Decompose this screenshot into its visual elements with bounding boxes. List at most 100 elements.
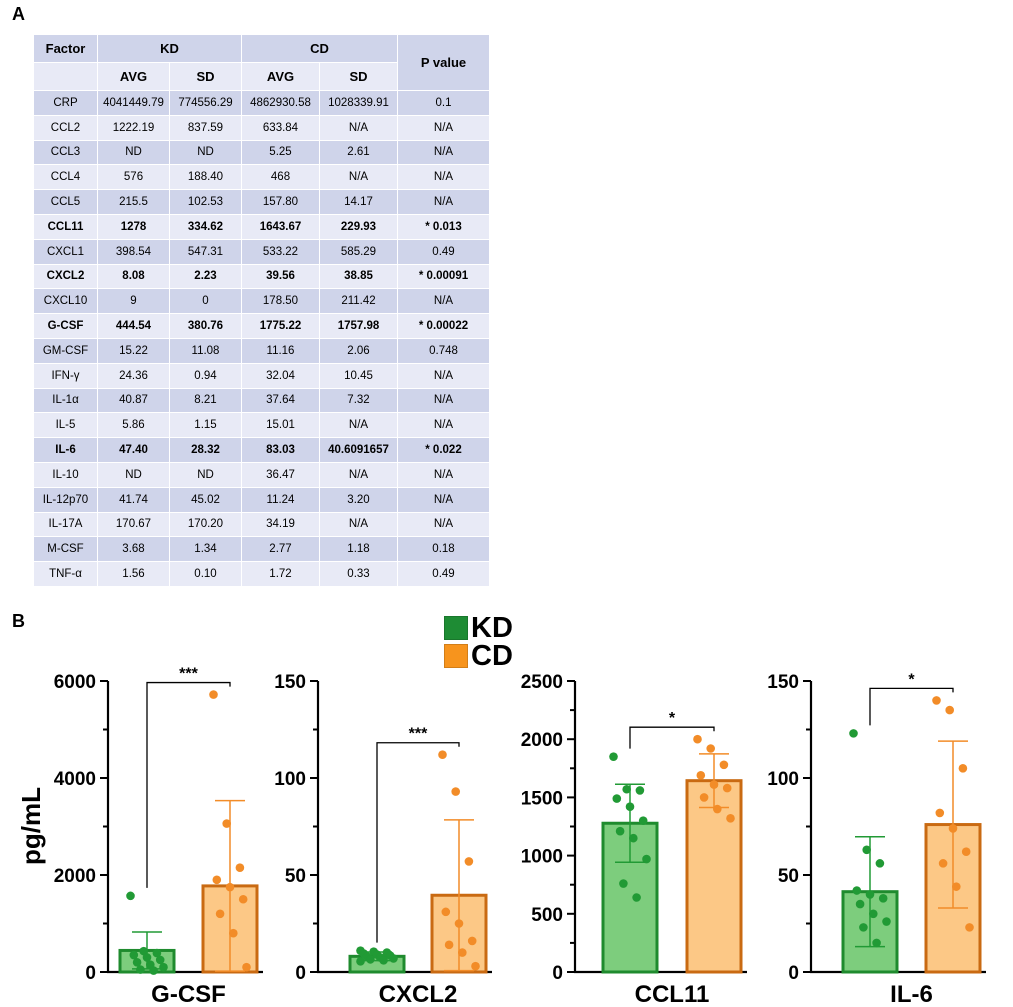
cell-cd-avg: 157.80 <box>241 189 320 215</box>
significance-label: * <box>669 710 676 727</box>
cell-cd-sd: 3.20 <box>319 486 398 513</box>
cell-cd-avg: 5.25 <box>241 139 320 166</box>
cell-factor: CXCL10 <box>33 288 98 315</box>
x-axis-label: G-CSF <box>151 981 226 1007</box>
data-point <box>142 953 152 962</box>
data-point <box>389 954 398 963</box>
legend-swatch-kd <box>444 616 468 640</box>
data-point <box>948 824 958 833</box>
header-pvalue: P value <box>397 34 490 91</box>
data-point <box>719 760 729 770</box>
y-tick-label: 100 <box>767 769 799 790</box>
cell-factor: IFN-γ <box>33 362 98 389</box>
cell-pvalue: 0.18 <box>397 536 490 563</box>
data-point <box>136 965 145 974</box>
data-point <box>215 909 225 919</box>
x-axis-label: CXCL2 <box>379 981 458 1007</box>
data-point <box>852 886 862 895</box>
data-point <box>356 957 365 966</box>
significance-label: *** <box>179 666 198 683</box>
panel-label-b: B <box>12 611 25 631</box>
cell-factor: CXCL2 <box>33 263 98 290</box>
data-point <box>855 899 865 909</box>
table-row: IL-5 5.86 1.15 15.01 N/A N/A <box>33 412 490 439</box>
cell-kd-sd: 188.40 <box>169 164 242 191</box>
y-tick-label: 0 <box>295 963 306 984</box>
cell-factor: CXCL1 <box>33 238 98 265</box>
cell-pvalue: * 0.013 <box>397 213 490 240</box>
cell-kd-avg: 41.74 <box>97 486 170 513</box>
cell-pvalue: N/A <box>397 362 490 389</box>
cell-kd-avg: 40.87 <box>97 387 170 414</box>
data-point <box>464 857 474 866</box>
data-point <box>726 814 735 823</box>
table-row: IL-17A 170.67 170.20 34.19 N/A N/A <box>33 511 490 538</box>
y-tick-label: 4000 <box>54 769 96 790</box>
data-point <box>872 938 881 948</box>
data-point <box>454 919 464 928</box>
data-point <box>696 770 706 780</box>
significance-bracket <box>376 742 460 943</box>
cell-kd-sd: 547.31 <box>169 238 242 265</box>
cell-kd-sd: 0.94 <box>169 362 242 389</box>
y-tick-label: 150 <box>274 672 306 693</box>
cell-factor: IL-17A <box>33 511 98 538</box>
cell-cd-sd: 40.6091657 <box>319 437 398 463</box>
cell-cd-avg: 2.77 <box>241 536 320 563</box>
data-point <box>222 819 231 828</box>
data-point <box>209 690 218 699</box>
data-point <box>155 955 165 965</box>
y-tick-label: 2000 <box>54 866 96 887</box>
panel-label-a: A <box>12 4 25 24</box>
data-point <box>619 879 628 888</box>
table-subheader-row: AVG SD AVG SD <box>33 62 490 91</box>
cell-kd-sd: ND <box>169 139 242 166</box>
cell-kd-avg: 170.67 <box>97 511 170 538</box>
cell-factor: GM-CSF <box>33 337 98 364</box>
data-point <box>235 863 245 873</box>
data-point <box>444 940 454 950</box>
cell-kd-sd: 170.20 <box>169 511 242 538</box>
cell-cd-avg: 4862930.58 <box>241 90 320 116</box>
y-axis-title: pg/mL <box>16 787 46 865</box>
cell-kd-sd: 8.21 <box>169 387 242 414</box>
data-point <box>139 946 148 956</box>
cell-pvalue: 0.1 <box>397 90 490 116</box>
table-row: CCL3 ND ND 5.25 2.61 N/A <box>33 139 490 166</box>
data-point <box>713 804 722 814</box>
cell-kd-avg: 47.40 <box>97 437 170 463</box>
cell-cd-sd: N/A <box>319 114 398 141</box>
cell-pvalue: 0.748 <box>397 337 490 364</box>
cell-cd-avg: 11.24 <box>241 486 320 513</box>
data-point <box>379 956 388 965</box>
cell-cd-sd: 1.18 <box>319 536 398 563</box>
cell-kd-sd: 45.02 <box>169 486 242 513</box>
data-point <box>635 786 645 795</box>
table-row: CXCL1 398.54 547.31 533.22 585.29 0.49 <box>33 238 490 265</box>
table-row: CCL4 576 188.40 468 N/A N/A <box>33 164 490 191</box>
cell-cd-avg: 36.47 <box>241 461 320 488</box>
cell-factor: CCL5 <box>33 189 98 215</box>
data-point <box>129 950 139 960</box>
cell-kd-avg: 1.56 <box>97 561 170 587</box>
table-row: IL-1α 40.87 8.21 37.64 7.32 N/A <box>33 387 490 414</box>
cell-kd-sd: 837.59 <box>169 114 242 141</box>
y-tick-label: 0 <box>552 963 563 984</box>
legend-swatch-cd <box>444 644 468 668</box>
cell-cd-avg: 1.72 <box>241 561 320 587</box>
y-tick-label: 500 <box>531 905 563 926</box>
y-tick-label: 150 <box>767 672 799 693</box>
y-tick-label: 50 <box>285 866 306 887</box>
cell-kd-sd: 11.08 <box>169 337 242 364</box>
cell-cd-sd: 10.45 <box>319 362 398 389</box>
data-point <box>629 833 638 843</box>
table-row: IL-6 47.40 28.32 83.03 40.6091657 * 0.022 <box>33 437 490 463</box>
y-tick-label: 1500 <box>521 788 563 809</box>
cell-factor: M-CSF <box>33 536 98 563</box>
y-tick-label: 2000 <box>521 730 563 751</box>
cell-cd-sd: N/A <box>319 511 398 538</box>
data-point <box>882 917 891 926</box>
significance-label: * <box>908 671 915 688</box>
data-point <box>869 909 878 919</box>
